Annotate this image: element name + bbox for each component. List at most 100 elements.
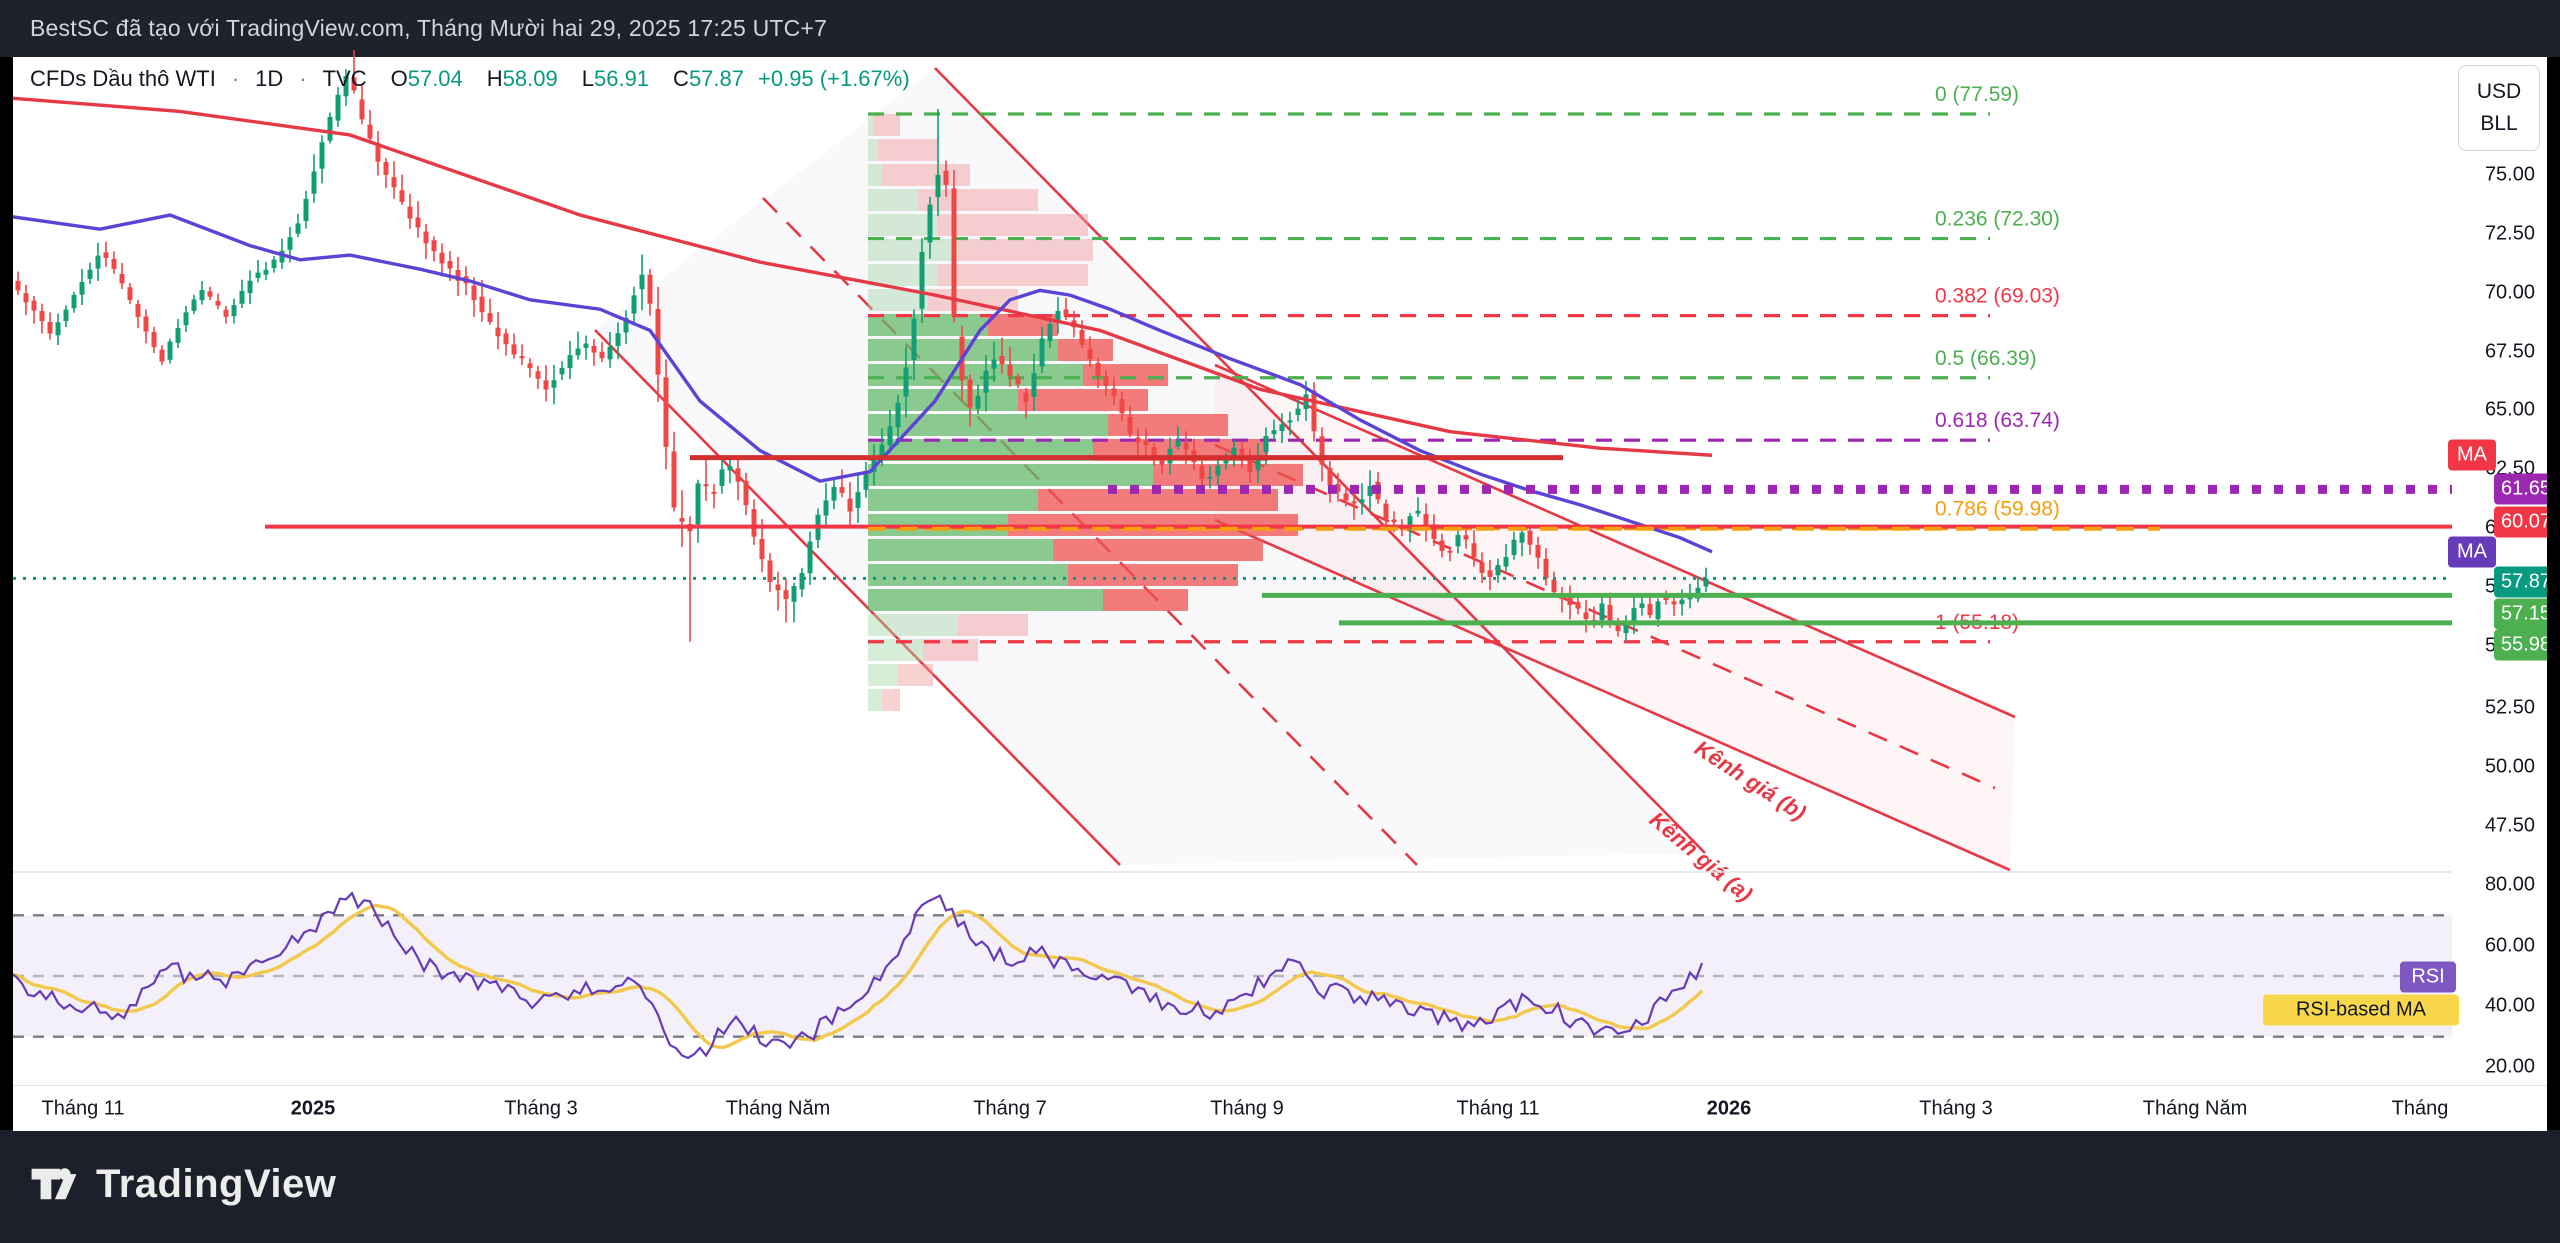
volume-profile-up-bar bbox=[868, 589, 1103, 611]
ma-price-tag: MA bbox=[2448, 439, 2496, 471]
candle-body bbox=[1143, 440, 1149, 446]
axis-price-label: 60.00 bbox=[2484, 934, 2535, 957]
candle-body bbox=[1295, 408, 1301, 416]
kenh-gia-a-label: Kênh giá (a) bbox=[1645, 807, 1758, 907]
axis-time-label: Tháng 11 bbox=[1456, 1097, 1540, 1119]
candle-body bbox=[447, 261, 453, 269]
candle-body bbox=[1183, 442, 1189, 450]
axis-time-label: 2026 bbox=[1706, 1097, 1752, 1119]
candle-body bbox=[727, 466, 733, 471]
volume-profile-up-bar bbox=[868, 689, 882, 711]
candle-body bbox=[527, 363, 533, 368]
candle-body bbox=[1687, 596, 1693, 600]
candle-body bbox=[495, 327, 501, 337]
tradingview-logo-text: TradingView bbox=[96, 1161, 337, 1206]
candle-body bbox=[1415, 510, 1421, 514]
candle-body bbox=[663, 377, 669, 447]
ohlc-low: L56.91 bbox=[581, 66, 650, 91]
candle-body bbox=[1303, 394, 1309, 409]
candle-body bbox=[1663, 596, 1669, 600]
candle-body bbox=[1039, 338, 1045, 367]
candle-body bbox=[591, 345, 597, 353]
fib-label: 0.786 (59.98) bbox=[1935, 498, 2060, 521]
candle-body bbox=[735, 468, 741, 482]
candle-body bbox=[1327, 468, 1333, 486]
time-axis[interactable]: Tháng 11 2025 Tháng 3 Tháng Năm Tháng 7 Tháng… bbox=[13, 1085, 2547, 1131]
volume-profile-down-bar bbox=[1068, 564, 1238, 586]
fib-label: 0.236 (72.30) bbox=[1935, 208, 2060, 231]
candle-body bbox=[511, 344, 517, 355]
candle-body bbox=[231, 305, 237, 317]
tradingview-logo[interactable]: TradingView bbox=[28, 1158, 336, 1210]
symbol-name[interactable]: CFDs Dầu thô WTI bbox=[30, 66, 216, 91]
candle-body bbox=[695, 483, 701, 525]
candle-body bbox=[983, 370, 989, 393]
candle-body bbox=[439, 252, 445, 264]
volume-profile-down-bar bbox=[874, 114, 900, 136]
candle-body bbox=[223, 309, 229, 317]
ohlc-high: H58.09 bbox=[486, 66, 558, 91]
volume-profile-down-bar bbox=[878, 139, 938, 161]
interval-label[interactable]: 1D bbox=[255, 66, 284, 91]
candle-body bbox=[1231, 447, 1237, 457]
fib-label: 0.618 (63.74) bbox=[1935, 409, 2060, 432]
kenh-gia-b-line-0 bbox=[1214, 363, 2016, 719]
candle-body bbox=[951, 188, 957, 316]
candle-body bbox=[1543, 558, 1549, 579]
candle-body bbox=[79, 281, 85, 295]
candle-body bbox=[135, 303, 141, 317]
exchange-label: TVC bbox=[322, 66, 367, 91]
candle-body bbox=[631, 295, 637, 314]
candle-body bbox=[791, 586, 797, 602]
rsi-tag: RSI-based MA bbox=[2263, 994, 2459, 1026]
axis-time-label: Tháng 3 bbox=[504, 1097, 578, 1119]
left-letterbox bbox=[0, 57, 13, 1130]
candles-layer bbox=[15, 50, 1709, 642]
axis-price-label: 80.00 bbox=[2484, 873, 2535, 896]
candle-body bbox=[279, 250, 285, 263]
candle-body bbox=[975, 395, 981, 409]
candle-body bbox=[1439, 540, 1445, 551]
candle-body bbox=[999, 355, 1005, 365]
candle-body bbox=[1615, 624, 1621, 632]
candle-body bbox=[199, 290, 205, 301]
candle-body bbox=[767, 560, 773, 582]
candle-body bbox=[47, 321, 53, 334]
candle-body bbox=[1287, 420, 1293, 423]
volume-profile-up-bar bbox=[868, 414, 1108, 436]
rsi-line bbox=[13, 891, 1704, 1060]
candle-body bbox=[887, 426, 893, 446]
volume-profile-down-bar bbox=[1018, 389, 1148, 411]
axis-price-label: 52.50 bbox=[2484, 696, 2535, 719]
candle-body bbox=[167, 341, 173, 360]
candle-body bbox=[759, 538, 765, 560]
unit-toggle-button[interactable]: USD BLL bbox=[2458, 65, 2540, 151]
candle-body bbox=[1223, 456, 1229, 464]
candle-body bbox=[71, 294, 77, 309]
candle-body bbox=[119, 273, 125, 284]
candle-body bbox=[471, 285, 477, 301]
candle-body bbox=[487, 313, 493, 322]
candle-body bbox=[855, 492, 861, 508]
volume-profile-down-bar bbox=[1108, 414, 1228, 436]
candle-body bbox=[159, 349, 165, 362]
candle-body bbox=[647, 274, 653, 304]
volume-profile-down-bar bbox=[923, 639, 978, 661]
candle-body bbox=[255, 272, 261, 279]
candle-body bbox=[519, 356, 525, 359]
fib-retracement: 0 (77.59) 0.236 (72.30) 0.382 (69.03) 0.5 (… bbox=[868, 83, 2060, 644]
axis-price-label: 47.50 bbox=[2484, 814, 2535, 837]
candle-body bbox=[1599, 603, 1605, 621]
candle-body bbox=[143, 316, 149, 332]
candle-body bbox=[1119, 399, 1125, 414]
rsi-ma-line bbox=[13, 903, 1704, 1049]
candle-body bbox=[95, 255, 101, 269]
candle-body bbox=[1631, 608, 1637, 624]
candle-body bbox=[479, 296, 485, 313]
candle-body bbox=[935, 174, 941, 198]
candle-body bbox=[823, 500, 829, 516]
candle-body bbox=[1343, 493, 1349, 501]
candle-body bbox=[711, 491, 717, 494]
